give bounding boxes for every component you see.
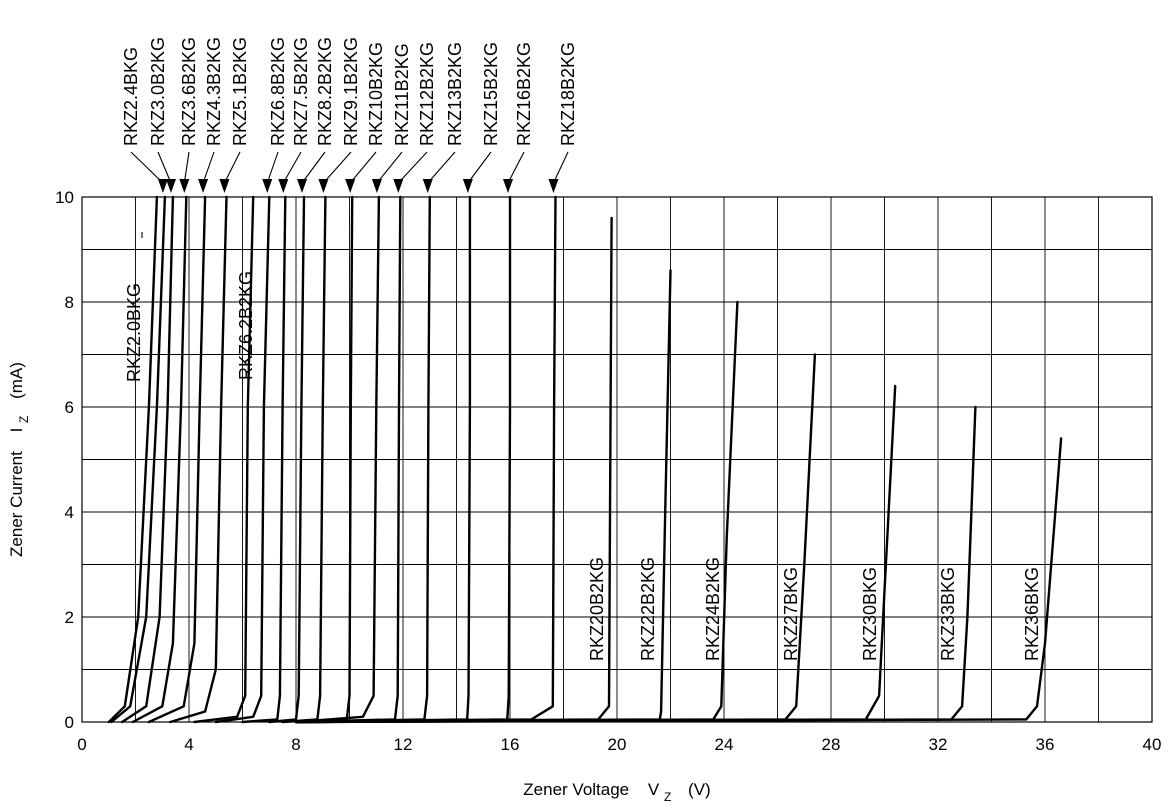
curve-RKZ2.4BKG	[110, 195, 167, 724]
series-label-RKZ30BKG: RKZ30BKG	[860, 567, 880, 661]
arrow-RKZ6.8B2KG	[262, 179, 273, 193]
curve-RKZ3.0B2KG	[120, 195, 175, 724]
series-label-RKZ33BKG: RKZ33BKG	[938, 567, 958, 661]
x-tick-label: 20	[608, 735, 627, 754]
arrow-RKZ2.4BKG	[157, 179, 168, 193]
curve-RKZ36BKG	[294, 437, 1063, 724]
x-tick-label: 40	[1143, 735, 1162, 754]
arrow-RKZ12B2KG	[393, 179, 404, 193]
arrow-RKZ3.6B2KG	[179, 179, 190, 193]
leader-RKZ12B2KG	[397, 151, 428, 184]
series-label-RKZ12B2KG: RKZ12B2KG	[417, 42, 437, 146]
x-tick-label: 16	[501, 735, 520, 754]
curve-RKZ7.5B2KG	[241, 195, 287, 724]
series-label-RKZ6.2B2KG: RKZ6.2B2KG	[236, 271, 256, 380]
curve-RKZ6.8B2KG	[214, 195, 271, 724]
series-label-RKZ4.3B2KG: RKZ4.3B2KG	[204, 37, 224, 146]
x-tick-label: 28	[822, 735, 841, 754]
curve-RKZ3.6B2KG	[131, 195, 188, 724]
leader-RKZ16B2KG	[507, 151, 525, 184]
series-label-RKZ7.5B2KG: RKZ7.5B2KG	[291, 37, 311, 146]
arrow-RKZ9.1B2KG	[318, 179, 329, 193]
series-label-RKZ16B2KG: RKZ16B2KG	[514, 42, 534, 146]
curve-RKZ6.2B2KG	[193, 195, 255, 724]
arrow-RKZ4.3B2KG	[198, 179, 209, 193]
series-label-RKZ3.6B2KG: RKZ3.6B2KG	[179, 37, 199, 146]
x-tick-label: 36	[1036, 735, 1055, 754]
series-labels: RKZ2.4BKG RKZ3.0B2KG RKZ3.6B2KG RKZ4.3B2KG R…	[121, 37, 1042, 661]
leader-RKZ11B2KG	[376, 151, 403, 184]
series-label-RKZ27BKG: RKZ27BKG	[781, 567, 801, 661]
leader-RKZ3.6B2KG	[183, 151, 190, 184]
arrow-RKZ16B2KG	[503, 179, 513, 193]
leader-RKZ9.1B2KG	[323, 151, 352, 184]
x-tick-label: 8	[291, 735, 300, 754]
arrow-RKZ3.0B2KG	[165, 179, 176, 193]
series-label-RKZ2.4BKG: RKZ2.4BKG	[121, 47, 141, 146]
curve-RKZ11B2KG	[294, 195, 381, 724]
series-label-RKZ24B2KG: RKZ24B2KG	[703, 557, 723, 661]
series-label-RKZ15B2KG: RKZ15B2KG	[481, 42, 501, 146]
series-label-RKZ18B2KG: RKZ18B2KG	[558, 42, 578, 146]
leader-RKZ10B2KG	[349, 151, 377, 184]
plot-frame	[81, 196, 1153, 723]
arrow-RKZ11B2KG	[371, 179, 382, 193]
grid	[82, 197, 1152, 722]
y-tick-label: 4	[65, 503, 74, 522]
leader-RKZ13B2KG	[427, 151, 456, 184]
x-tick-label: 0	[77, 735, 86, 754]
arrow-RKZ13B2KG	[422, 179, 433, 193]
series-label-RKZ5.1B2KG: RKZ5.1B2KG	[230, 37, 250, 146]
curve-RKZ8.2B2KG	[268, 195, 306, 724]
x-axis-label: Zener Voltage V Z (V)	[523, 780, 710, 805]
series-label-RKZ6.8B2KG: RKZ6.8B2KG	[268, 37, 288, 146]
y-tick-label: 6	[65, 398, 74, 417]
arrow-RKZ5.1B2KG	[219, 179, 230, 193]
curve-RKZ2.0BKG	[107, 195, 159, 724]
curve-RKZ20B2KG	[294, 216, 613, 724]
y-tick-label: 10	[55, 188, 74, 207]
series-label-RKZ9.1B2KG: RKZ9.1B2KG	[341, 37, 361, 146]
series-label-RKZ2.0BKG: RKZ2.0BKG	[124, 283, 144, 382]
arrow-RKZ15B2KG	[462, 179, 473, 193]
series-label-RKZ20B2KG: RKZ20B2KG	[587, 557, 607, 661]
leader-RKZ3.0B2KG	[157, 151, 172, 184]
leader-RKZ2.4BKG	[130, 151, 164, 184]
curves	[107, 195, 1063, 724]
leader-RKZ15B2KG	[467, 151, 492, 184]
series-label-RKZ11B2KG: RKZ11B2KG	[392, 43, 412, 146]
series-label-RKZ8.2B2KG: RKZ8.2B2KG	[315, 37, 335, 146]
leader-RKZ5.1B2KG	[223, 151, 241, 184]
curve-RKZ4.3B2KG	[147, 195, 207, 724]
x-tick-label: 4	[184, 735, 193, 754]
series-label-RKZ22B2KG: RKZ22B2KG	[638, 557, 658, 661]
x-tick-label: 12	[394, 735, 413, 754]
arrow-RKZ8.2B2KG	[297, 179, 308, 193]
y-axis-label: Zener Current I Z (mA)	[7, 362, 32, 557]
leader-RKZ4.3B2KG	[202, 151, 215, 184]
x-tick-label: 32	[929, 735, 948, 754]
y-tick-label: 0	[65, 713, 74, 732]
arrow-RKZ18B2KG	[548, 179, 559, 193]
series-label-RKZ10B2KG: RKZ10B2KG	[366, 42, 386, 146]
x-tick-label: 24	[715, 735, 734, 754]
series-label-RKZ3.0B2KG: RKZ3.0B2KG	[148, 37, 168, 146]
arrow-RKZ7.5B2KG	[278, 179, 289, 193]
curve-RKZ5.1B2KG	[169, 195, 228, 724]
series-label-RKZ36BKG: RKZ36BKG	[1022, 567, 1042, 661]
leader-RKZ7.5B2KG	[282, 151, 302, 184]
leader-RKZ6.8B2KG	[266, 151, 279, 184]
y-tick-label: 8	[65, 293, 74, 312]
arrow-RKZ10B2KG	[345, 179, 356, 193]
leader-RKZ8.2B2KG	[301, 151, 326, 184]
leader-RKZ18B2KG	[552, 151, 569, 184]
series-label-RKZ13B2KG: RKZ13B2KG	[445, 42, 465, 146]
y-tick-label: 2	[65, 608, 74, 627]
